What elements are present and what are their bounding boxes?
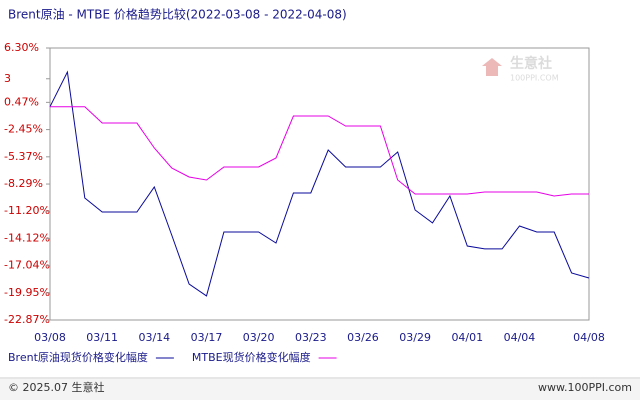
- watermark-site: 100PPI.COM: [510, 74, 559, 83]
- series-line: [50, 106, 589, 197]
- chart-title: Brent原油 - MTBE 价格趋势比较(2022-03-08 - 2022-…: [8, 7, 347, 22]
- x-tick-label: 04/08: [573, 331, 605, 344]
- legend-label: Brent原油现货价格变化幅度: [8, 350, 148, 364]
- watermark: 生意社 100PPI.COM: [482, 55, 559, 83]
- x-tick-label: 03/11: [86, 331, 118, 344]
- y-tick-label: -14.12%: [4, 231, 50, 244]
- footer-copyright: © 2025.07 生意社: [8, 380, 104, 394]
- x-tick-label: 03/20: [243, 331, 275, 344]
- y-tick-label: -11.20%: [4, 204, 50, 217]
- legend-label: MTBE现货价格变化幅度: [192, 350, 311, 364]
- x-tick-label: 03/17: [191, 331, 223, 344]
- y-tick-label: -19.95%: [4, 286, 50, 299]
- x-tick-label: 03/23: [295, 331, 327, 344]
- y-tick-label: -17.04%: [4, 259, 50, 272]
- y-tick-label: 3: [4, 72, 11, 85]
- footer-site: www.100PPI.com: [538, 381, 632, 394]
- watermark-icon: [482, 58, 502, 76]
- y-tick-label: -8.29%: [4, 177, 43, 190]
- y-tick-label: -22.87%: [4, 313, 50, 326]
- y-tick-label: 0.47%: [4, 95, 39, 108]
- x-tick-label: 04/04: [504, 331, 536, 344]
- x-tick-label: 03/26: [347, 331, 379, 344]
- y-tick-label: -5.37%: [4, 150, 43, 163]
- y-tick-label: -2.45%: [4, 123, 43, 136]
- x-tick-label: 03/14: [138, 331, 170, 344]
- watermark-name: 生意社: [510, 55, 552, 72]
- x-tick-label: 03/29: [399, 331, 431, 344]
- series-line: [49, 70, 590, 297]
- x-tick-label: 03/08: [34, 331, 66, 344]
- x-tick-label: 04/01: [451, 331, 483, 344]
- y-tick-label: 6.30%: [4, 41, 39, 54]
- footer-band: [0, 379, 640, 400]
